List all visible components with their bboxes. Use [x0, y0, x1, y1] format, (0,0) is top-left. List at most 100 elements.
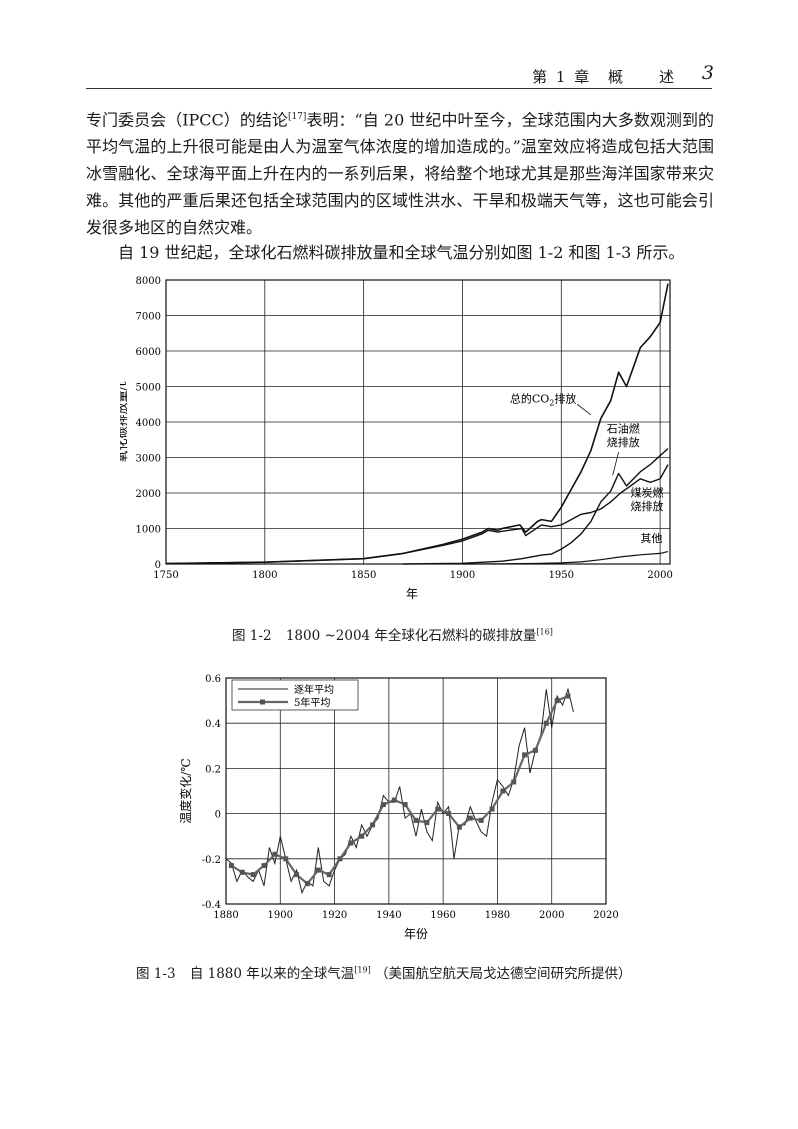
series-line: [165, 283, 669, 565]
data-point-5yr: [435, 806, 441, 812]
data-point-5yr: [250, 872, 256, 878]
series-label-oil-2: 烧排放: [607, 435, 640, 449]
data-point-5yr: [522, 752, 528, 758]
y-axis-label: 温度变化/℃: [178, 758, 193, 823]
y-tick-label: 0.4: [205, 719, 221, 730]
figure-global-temperature-chart: -0.4 -0.2 0 0.2 0.4 0.6 1880 1900 1920 1940 1960 19…: [178, 674, 619, 941]
data-point-5yr: [500, 788, 506, 794]
series-line-annual: [225, 687, 574, 895]
page-header: 第 1 章 概 述 3: [86, 60, 714, 89]
y-tick-label: 3000: [136, 454, 161, 465]
plot-frame: [225, 677, 607, 905]
data-point-5yr: [391, 797, 397, 803]
y-tick-label: 0.2: [205, 764, 221, 775]
y-tick-label: 1000: [136, 525, 161, 536]
data-point-5yr: [304, 881, 310, 887]
data-point-5yr: [261, 863, 267, 869]
data-point-5yr: [370, 822, 376, 828]
data-point-5yr: [446, 811, 452, 817]
chapter-title: 概 述: [607, 68, 676, 86]
y-tick-label: 2000: [136, 489, 161, 500]
caption-source: （美国航空航天局戈达德空间研究所提供）: [375, 966, 632, 982]
y-tick-label: -0.4: [202, 900, 221, 911]
data-point-5yr: [467, 815, 473, 821]
y-tick-label: 0: [155, 560, 161, 571]
data-point-5yr: [456, 824, 462, 830]
label-leader: [612, 452, 619, 476]
page-number: 3: [701, 62, 714, 84]
y-axis-label: 氧化碳排放量/t: [120, 381, 129, 462]
caption-text: 自 1880 年以来的全球气温: [189, 966, 355, 982]
x-tick-label: 1850: [351, 570, 376, 581]
y-tick-label: 8000: [136, 276, 161, 287]
series-label-coal-1: 煤炭燃: [630, 486, 663, 500]
data-point-5yr: [532, 747, 538, 753]
data-point-5yr: [565, 693, 571, 699]
series-label-coal-2: 烧排放: [630, 499, 663, 513]
figure-3-caption: 图 1-3 自 1880 年以来的全球气温[19] （美国航空航天局戈达德空间研…: [136, 962, 632, 983]
y-tick-label: 0.6: [205, 674, 221, 685]
x-tick-label: 1750: [153, 570, 178, 581]
data-point-5yr: [348, 840, 354, 846]
x-tick-label: 2000: [539, 910, 564, 921]
y-tick-label: 7000: [136, 312, 161, 323]
body-paragraph-1: 专门委员会（IPCC）的结论[17]表明：“自 20 世纪中叶至今，全球范围内大…: [86, 104, 714, 241]
series-line: [403, 448, 669, 565]
legend-box: [231, 679, 359, 711]
paragraph-text: 表明：“自 20 世纪中叶至今，全球范围内大多数观测到的平均气温的上升很可能是由…: [86, 110, 714, 238]
series-label-subscript: 2: [549, 398, 554, 407]
caption-text: 1800 ~2004 年全球化石燃料的碳排放量: [285, 628, 537, 644]
y-tick-label: 4000: [136, 418, 161, 429]
data-point-5yr: [543, 720, 549, 726]
data-point-5yr: [228, 863, 234, 869]
series-label-tail: 排放: [554, 391, 576, 405]
data-point-5yr: [283, 856, 289, 862]
y-tick-label: 6000: [136, 347, 161, 358]
figure-number: 图 1-3: [136, 966, 176, 982]
series-line: [462, 551, 669, 565]
data-point-5yr: [359, 833, 365, 839]
data-point-5yr: [326, 872, 332, 878]
data-point-5yr: [489, 806, 495, 812]
data-point-5yr: [272, 851, 278, 857]
x-tick-label: 1880: [213, 910, 238, 921]
legend-marker-5yr: [260, 699, 265, 705]
citation-ref: [16]: [536, 627, 553, 637]
data-point-5yr: [239, 869, 245, 875]
data-point-5yr: [424, 820, 430, 826]
x-axis-label: 年: [406, 587, 418, 601]
citation-ref: [17]: [287, 112, 307, 122]
paragraph-text: 自 19 世纪起，全球化石燃料碳排放量和全球气温分别如图 1-2 和图 1-3 …: [118, 243, 685, 262]
data-point-5yr: [380, 802, 386, 808]
body-paragraph-2: 自 19 世纪起，全球化石燃料碳排放量和全球气温分别如图 1-2 和图 1-3 …: [86, 239, 714, 266]
label-leader: [576, 403, 592, 416]
x-tick-label: 1960: [430, 910, 455, 921]
data-point-5yr: [478, 817, 484, 823]
x-tick-label: 1940: [376, 910, 401, 921]
data-point-5yr: [294, 872, 300, 878]
series-label-other: 其他: [640, 532, 662, 545]
x-tick-label: 1800: [252, 570, 277, 581]
figure-2-caption: 图 1-2 1800 ~2004 年全球化石燃料的碳排放量[16]: [232, 624, 553, 645]
data-point-5yr: [413, 817, 419, 823]
legend-label-annual: 逐年平均: [294, 683, 334, 696]
legend-label-5yr: 5年平均: [294, 696, 330, 709]
data-point-5yr: [315, 867, 321, 873]
x-tick-label: 1980: [485, 910, 510, 921]
x-tick-label: 1900: [450, 570, 475, 581]
figure-number: 图 1-2: [232, 628, 272, 644]
data-point-5yr: [511, 779, 517, 785]
y-tick-label: 0: [215, 810, 221, 821]
series-label-total: 总的CO2排放: [510, 391, 577, 407]
citation-ref: [19]: [354, 965, 371, 975]
data-point-5yr: [337, 856, 343, 862]
chapter-heading: 第 1 章 概 述: [532, 66, 676, 87]
series-label-oil-1: 石油燃: [607, 422, 640, 436]
x-tick-label: 2020: [593, 910, 618, 921]
figure-co2-emissions-chart: 0 1000 2000 3000 4000 5000 6000 7000 8000 1750 180…: [120, 276, 673, 601]
data-point-5yr: [402, 802, 408, 808]
chapter-number: 第 1 章: [532, 68, 592, 86]
x-tick-label: 1920: [322, 910, 347, 921]
series-line: [165, 464, 669, 565]
x-axis-label: 年份: [404, 927, 428, 941]
